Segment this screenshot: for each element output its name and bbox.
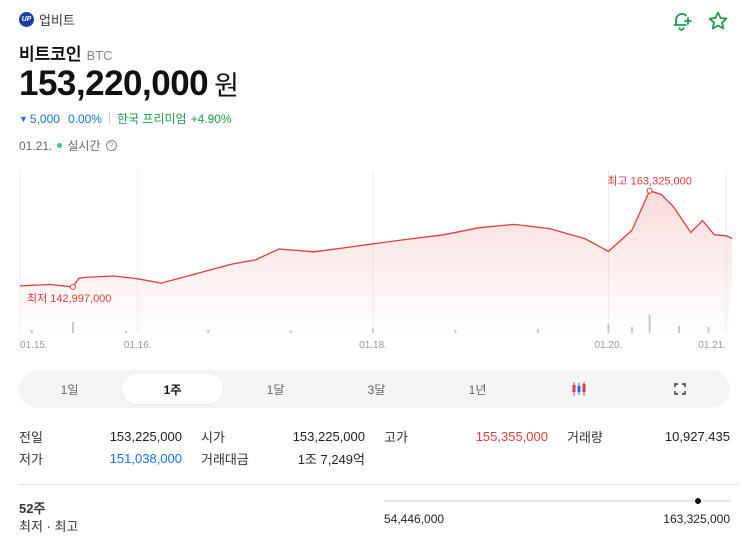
date-label: 01.21. xyxy=(19,138,53,153)
x-tick-label: 01.16. xyxy=(124,340,152,351)
open-value: 153,225,000 xyxy=(292,428,365,444)
period-tab-2[interactable]: 1달 xyxy=(225,374,326,404)
section-divider xyxy=(19,484,740,485)
period-tab-1[interactable]: 1주 xyxy=(122,374,223,404)
high-marker xyxy=(646,187,653,194)
live-dot-icon xyxy=(57,143,63,148)
period-tab-4[interactable]: 1년 xyxy=(427,374,528,404)
price-change: ▼ 5,000 0.00% 한국 프리미엄 +4.90% xyxy=(19,110,232,127)
change-percent: 0.00% xyxy=(67,111,102,126)
volume-label: 거래량 xyxy=(567,429,603,445)
low-label: 저가 xyxy=(19,451,43,467)
coin-name: 비트코인 xyxy=(19,45,82,64)
range52-subtitle: 최저 · 최고 xyxy=(19,519,79,534)
exchange-name: 업비트 xyxy=(39,13,75,28)
premium-label: 한국 프리미엄 xyxy=(116,112,187,126)
low-marker xyxy=(69,283,76,290)
period-tab-label: 3달 xyxy=(367,382,386,397)
x-tick-label: 01.21. xyxy=(698,340,726,351)
fullscreen-button[interactable] xyxy=(629,374,730,404)
premium-value: +4.90% xyxy=(190,111,232,126)
stats-row-1: 전일 153,225,000 시가 153,225,000 고가 155,355… xyxy=(19,425,731,447)
price-line xyxy=(19,189,733,288)
low-label: 최저 142,997,000 xyxy=(27,292,111,305)
stats-row-2: 저가 151,038,000 거래대금 1조 7,249억 xyxy=(19,447,731,469)
range52-track xyxy=(384,498,730,504)
candlestick-icon xyxy=(572,382,585,396)
prev-close-label: 전일 xyxy=(19,429,43,445)
period-tab-label: 1주 xyxy=(163,382,182,397)
help-icon[interactable]: ? xyxy=(105,140,117,151)
volume-value: 10,927.435 xyxy=(664,428,730,444)
range52-max: 163,325,000 xyxy=(663,512,730,526)
price-unit: 원 xyxy=(214,71,239,101)
period-tab-label: 1달 xyxy=(266,382,285,397)
current-price: 153,220,000 원 xyxy=(19,64,239,104)
candlestick-toggle-button[interactable] xyxy=(528,374,629,404)
change-amount: 5,000 xyxy=(29,111,60,126)
high-value: 155,355,000 xyxy=(475,428,548,444)
range52-min: 54,446,000 xyxy=(384,512,445,526)
period-tab-label: 1년 xyxy=(468,382,487,397)
x-tick-label: 01.20. xyxy=(595,340,623,351)
x-tick-label: 01.15. xyxy=(20,340,48,351)
high-label: 최고 163,325,000 xyxy=(607,175,691,188)
price-value: 153,220,000 xyxy=(19,64,209,103)
divider xyxy=(108,113,110,124)
top-actions xyxy=(671,10,729,32)
upbit-logo-icon: UP xyxy=(19,12,34,27)
exchange-info: UP 업비트 xyxy=(19,10,75,29)
period-tab-0[interactable]: 1일 xyxy=(19,374,120,404)
range52-label: 52주 최저 · 최고 xyxy=(19,500,78,536)
stats-panel: 전일 153,225,000 시가 153,225,000 고가 155,355… xyxy=(19,425,731,469)
period-tabs: 1일 1주 1달 3달 1년 xyxy=(19,370,730,408)
date-row: 01.21. 실시간 ? xyxy=(19,137,117,154)
price-chart[interactable]: 최고 163,325,000 최저 142,997,000 01.15. 01.16… xyxy=(0,170,743,358)
down-arrow-icon: ▼ xyxy=(19,113,28,124)
trade-amount-value: 1조 7,249억 xyxy=(297,451,365,467)
bell-plus-icon[interactable] xyxy=(671,10,693,32)
prev-close-value: 153,225,000 xyxy=(109,428,182,444)
low-value: 151,038,000 xyxy=(109,450,182,466)
fullscreen-icon xyxy=(673,383,686,395)
period-tab-3[interactable]: 3달 xyxy=(326,374,427,404)
star-icon[interactable] xyxy=(707,10,729,32)
coin-title: 비트코인 BTC xyxy=(19,40,113,65)
live-label: 실시간 xyxy=(67,139,101,153)
coin-ticker: BTC xyxy=(86,48,113,63)
period-tab-label: 1일 xyxy=(60,382,79,397)
open-label: 시가 xyxy=(201,429,225,445)
range52-title: 52주 xyxy=(19,501,46,516)
x-tick-label: 01.18. xyxy=(359,340,387,351)
high-label: 고가 xyxy=(384,429,408,445)
price-area xyxy=(20,190,732,333)
range52-current-marker xyxy=(694,498,701,504)
trade-amount-label: 거래대금 xyxy=(201,451,249,467)
